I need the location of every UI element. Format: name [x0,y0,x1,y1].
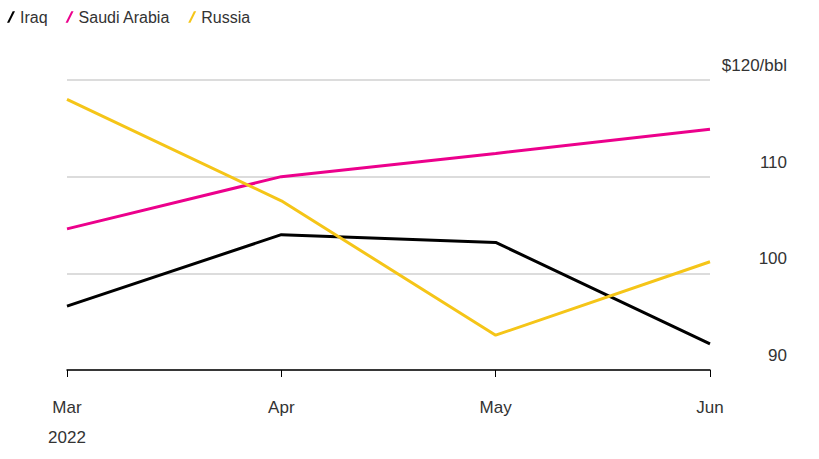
svg-text:Saudi Arabia: Saudi Arabia [79,9,170,26]
svg-text:May: May [480,398,513,417]
svg-text:2022: 2022 [48,428,86,447]
svg-text:110: 110 [760,153,787,172]
svg-text:Iraq: Iraq [20,9,48,26]
svg-text:Mar: Mar [52,398,82,417]
svg-text:$120/bbl: $120/bbl [722,56,787,75]
svg-text:100: 100 [759,249,787,268]
svg-text:Apr: Apr [268,398,295,417]
svg-text:Jun: Jun [696,398,723,417]
svg-text:Russia: Russia [201,9,250,26]
svg-text:90: 90 [768,346,787,365]
